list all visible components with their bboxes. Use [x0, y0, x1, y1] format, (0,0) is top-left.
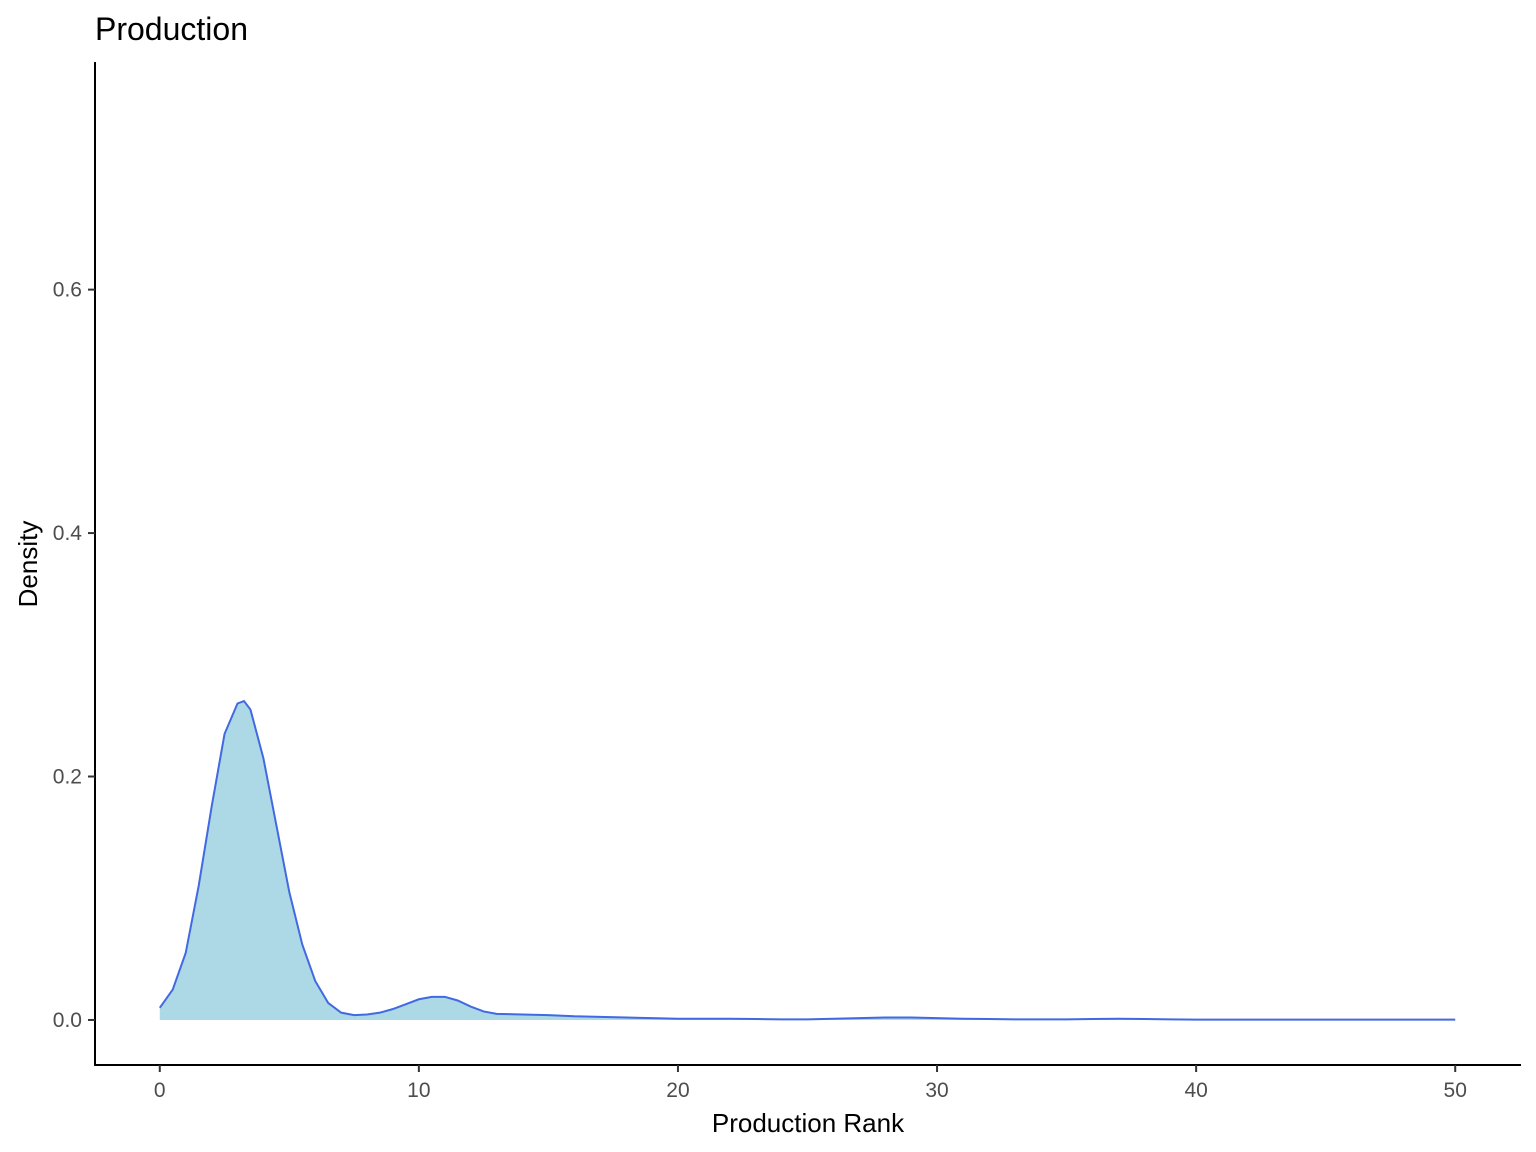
x-tick-label: 50: [1444, 1079, 1467, 1102]
y-axis-label: Density: [13, 521, 43, 608]
x-tick-label: 0: [154, 1079, 166, 1102]
density-area: [159, 701, 1456, 1020]
y-tick-label: 0.6: [53, 279, 82, 302]
x-tick-label: 40: [1184, 1079, 1207, 1102]
y-tick-label: 0.4: [53, 522, 83, 545]
y-tick-label: 0.2: [53, 766, 82, 789]
density-line: [158, 699, 1456, 1021]
x-tick-label: 10: [407, 1079, 430, 1102]
x-tick-label: 30: [925, 1079, 948, 1102]
x-axis-ticks: 0 10 20 30 40 50: [154, 1065, 1467, 1102]
y-axis-ticks: 0.0 0.2 0.4 0.6: [53, 279, 95, 1032]
y-tick-label: 0.0: [53, 1009, 82, 1032]
x-tick-label: 20: [666, 1079, 689, 1102]
x-axis-label: Production Rank: [712, 1108, 905, 1138]
plot-area: [158, 699, 1456, 1021]
chart-title: Production: [95, 11, 248, 47]
